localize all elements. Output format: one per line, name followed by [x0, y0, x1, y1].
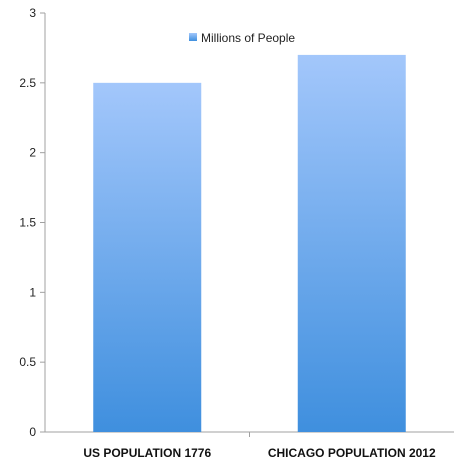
y-tick-label: 1.5 [19, 216, 36, 230]
y-tick-label: 2.5 [19, 76, 36, 90]
bar [297, 54, 406, 433]
y-tick-label: 0.5 [19, 355, 36, 369]
bar [93, 82, 202, 432]
y-tick-label: 2 [29, 146, 36, 160]
legend-label-millions-of-people: Millions of People [201, 31, 295, 45]
y-tick-label: 1 [29, 285, 36, 299]
x-category-labels: US POPULATION 1776 CHICAGO POPULATION 201… [83, 446, 436, 460]
y-tick-labels: 0 0.5 1 1.5 2 2.5 3 [19, 6, 36, 439]
x-category-label: US POPULATION 1776 [83, 446, 211, 460]
y-tick-label: 3 [29, 6, 36, 20]
x-category-label: CHICAGO POPULATION 2012 [268, 446, 436, 460]
legend: Millions of People [189, 31, 295, 45]
bars [93, 54, 406, 433]
y-tick-label: 0 [29, 425, 36, 439]
legend-swatch [189, 33, 197, 41]
